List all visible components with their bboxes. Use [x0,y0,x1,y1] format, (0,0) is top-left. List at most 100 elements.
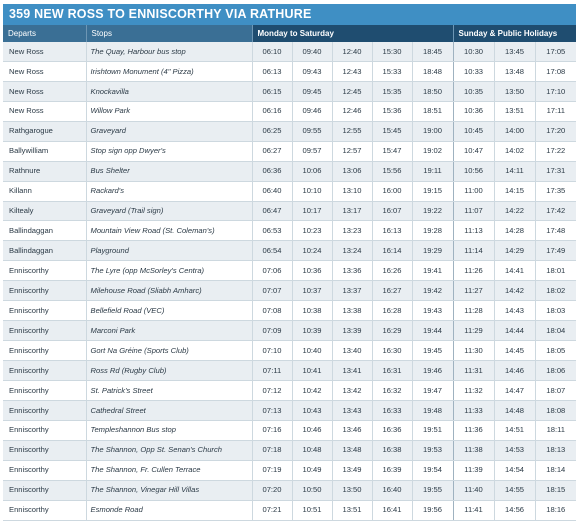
stop-cell: The Shannon, Fr. Cullen Terrace [86,460,253,481]
sunday-time-cell: 18:13 [535,440,577,461]
weekday-time-cell: 10:38 [292,300,333,322]
stop-cell: Bus Shelter [86,161,253,182]
weekday-time-cell: 13:38 [332,300,373,322]
stop-cell: Stop sign opp Dwyer's [86,141,253,162]
departs-cell: Enniscorthy [3,440,87,461]
weekday-time-cell: 10:50 [292,480,333,501]
weekday-time-cell: 15:45 [372,121,413,142]
weekday-time-cell: 19:02 [412,141,454,162]
sunday-time-cell: 10:36 [453,101,495,122]
sunday-time-cell: 14:42 [494,280,536,302]
sunday-time-cell: 18:03 [535,300,577,322]
stop-cell: Marconi Park [86,320,253,342]
weekday-time-cell: 19:41 [412,260,454,282]
header-row: Departs Stops Monday to Saturday Sunday … [3,25,577,42]
weekday-time-cell: 19:00 [412,121,454,142]
weekday-time-cell: 19:53 [412,440,454,461]
sunday-time-cell: 10:30 [453,42,495,62]
weekday-time-cell: 06:10 [252,42,293,62]
sunday-time-cell: 17:10 [535,81,577,102]
stop-cell: Playground [86,240,253,262]
sunday-time-cell: 11:31 [453,360,495,381]
stop-cell: Irishtown Monument (4" Pizza) [86,61,253,82]
sunday-time-cell: 11:36 [453,420,495,441]
weekday-time-cell: 16:07 [372,201,413,222]
weekday-time-cell: 09:40 [292,42,333,62]
weekday-time-cell: 13:39 [332,320,373,342]
weekday-time-cell: 13:23 [332,220,373,242]
weekday-time-cell: 19:43 [412,300,454,322]
table-row: Enniscorthy The Lyre (opp McSorley's Cent… [3,260,577,282]
weekday-time-cell: 10:24 [292,240,333,262]
sunday-time-cell: 10:47 [453,141,495,162]
table-row: Enniscorthy The Shannon, Fr. Cullen Terra… [3,460,577,481]
weekday-time-cell: 13:42 [332,380,373,401]
table-row: Enniscorthy Templeshannon Bus stop 07:16 10… [3,420,577,441]
weekday-time-cell: 06:36 [252,161,293,182]
weekday-time-cell: 10:46 [292,420,333,441]
sunday-time-cell: 14:29 [494,240,536,262]
departs-cell: Enniscorthy [3,380,87,401]
table-row: Ballindaggan Mountain View Road (St. Cole… [3,220,577,242]
sunday-time-cell: 14:48 [494,400,536,421]
weekday-time-cell: 15:30 [372,42,413,62]
sunday-time-cell: 11:41 [453,500,495,521]
sunday-time-cell: 11:40 [453,480,495,501]
weekday-time-cell: 18:45 [412,42,454,62]
sunday-time-cell: 14:11 [494,161,536,182]
sunday-time-cell: 10:56 [453,161,495,182]
departs-cell: Enniscorthy [3,260,87,282]
weekday-time-cell: 12:46 [332,101,373,122]
weekday-time-cell: 19:29 [412,240,454,262]
sunday-time-cell: 17:35 [535,181,577,202]
weekday-time-cell: 19:48 [412,400,454,421]
sunday-time-cell: 14:02 [494,141,536,162]
stop-cell: St. Patrick's Street [86,380,253,401]
weekday-time-cell: 19:11 [412,161,454,182]
sunday-time-cell: 14:00 [494,121,536,142]
sunday-time-cell: 17:49 [535,240,577,262]
table-row: New Ross Knockavilla 06:15 09:45 12:45 15:35 1… [3,81,577,102]
departs-cell: Ballywilliam [3,141,87,162]
weekday-time-cell: 19:44 [412,320,454,342]
stop-cell: Graveyard [86,121,253,142]
weekday-time-cell: 10:17 [292,201,333,222]
sunday-time-cell: 11:38 [453,440,495,461]
sunday-time-cell: 14:45 [494,340,536,361]
stop-cell: Willow Park [86,101,253,122]
weekday-time-cell: 16:36 [372,420,413,441]
departs-cell: Enniscorthy [3,480,87,501]
weekday-time-cell: 13:06 [332,161,373,182]
weekday-time-cell: 07:09 [252,320,293,342]
weekday-time-cell: 12:45 [332,81,373,102]
weekday-time-cell: 19:51 [412,420,454,441]
table-row: Enniscorthy Esmonde Road 07:21 10:51 13:51 16… [3,500,577,521]
weekday-time-cell: 16:40 [372,480,413,501]
weekday-time-cell: 19:15 [412,181,454,202]
sunday-time-cell: 18:08 [535,400,577,421]
weekday-time-cell: 10:39 [292,320,333,342]
sunday-time-cell: 13:45 [494,42,536,62]
departs-cell: Enniscorthy [3,340,87,361]
sunday-time-cell: 18:14 [535,460,577,481]
weekday-time-cell: 10:23 [292,220,333,242]
table-row: Ballindaggan Playground 06:54 10:24 13:24 16:… [3,240,577,262]
weekday-time-cell: 13:36 [332,260,373,282]
weekday-time-cell: 09:43 [292,61,333,82]
weekday-time-cell: 07:16 [252,420,293,441]
departs-cell: Ballindaggan [3,240,87,262]
sunday-time-cell: 17:11 [535,101,577,122]
sunday-time-cell: 17:31 [535,161,577,182]
sunday-time-cell: 14:46 [494,360,536,381]
weekday-time-cell: 07:07 [252,280,293,302]
stop-cell: The Quay, Harbour bus stop [86,42,253,62]
departs-cell: Enniscorthy [3,300,87,322]
weekday-time-cell: 19:55 [412,480,454,501]
sunday-time-cell: 14:44 [494,320,536,342]
departs-cell: Enniscorthy [3,400,87,421]
weekday-time-cell: 06:27 [252,141,293,162]
sunday-time-cell: 17:08 [535,61,577,82]
departs-cell: Enniscorthy [3,460,87,481]
table-row: New Ross Willow Park 06:16 09:46 12:46 15:36 1… [3,101,577,122]
stop-cell: Bellefield Road (VEC) [86,300,253,322]
